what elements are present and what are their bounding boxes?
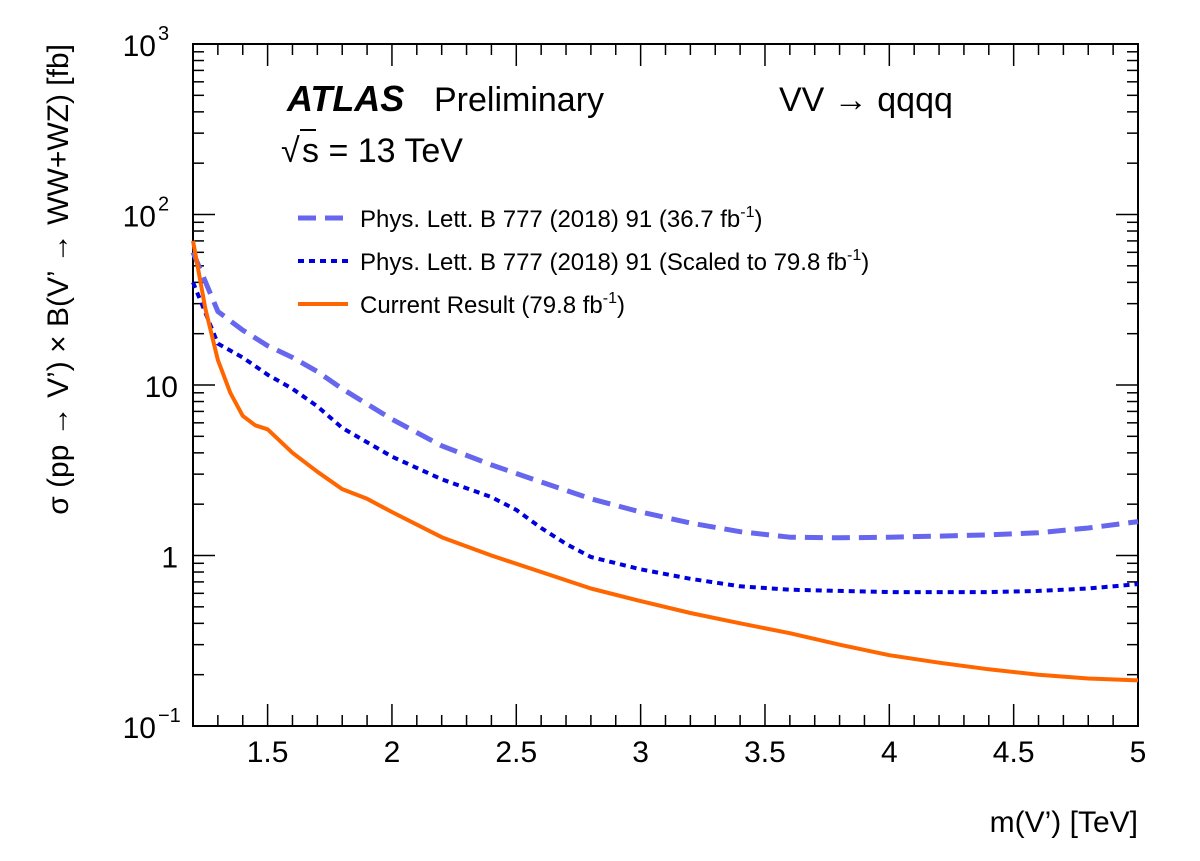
y-tick-exponent: 2: [158, 194, 169, 216]
y-tick-label: 10 2: [123, 194, 170, 234]
y-tick-label: 10: [145, 371, 178, 404]
legend-label-3: Current Result (79.8 fb-1): [360, 290, 625, 319]
y-tick-base: 10: [123, 201, 156, 234]
preliminary-label: Preliminary: [434, 81, 604, 119]
y-tick-exponent: −1: [158, 705, 181, 727]
series-line-2: [191, 281, 1139, 595]
x-tick-label: 1.5: [247, 736, 289, 769]
x-tick-label: 2: [384, 736, 401, 769]
y-tick-base: 10: [123, 712, 156, 745]
series-line-3: [191, 240, 1139, 683]
atlas-label: ATLAS Preliminary: [286, 78, 604, 119]
x-tick-label: 3.5: [744, 736, 786, 769]
legend: Phys. Lett. B 777 (2018) 91 (36.7 fb-1) P…: [298, 204, 869, 319]
y-tick-label: 10 −1: [123, 705, 181, 745]
x-tick-label: 4: [881, 736, 898, 769]
x-tick-label: 4.5: [993, 736, 1035, 769]
y-tick-base: 10: [123, 30, 156, 63]
x-tick-label: 5: [1130, 736, 1147, 769]
y-tick-label: 1: [161, 542, 178, 575]
sqrt-symbol: √: [281, 132, 300, 170]
data-series: [190, 240, 1139, 683]
energy-text: s = 13 TeV: [302, 132, 463, 170]
legend-label-2: Phys. Lett. B 777 (2018) 91 (Scaled to 7…: [360, 247, 869, 276]
y-tick-label: 10 3: [123, 23, 170, 63]
series-line-1: [190, 251, 1139, 541]
y-axis-title: σ (pp → V’) × B(V’ → WW+WZ) [fb]: [42, 44, 75, 515]
atlas-experiment-label: ATLAS: [286, 78, 404, 119]
axis-ticks: [192, 43, 1139, 727]
y-tick-exponent: 3: [158, 23, 169, 45]
process-label: VV → qqqq: [779, 81, 953, 119]
energy-label: √ s = 13 TeV: [281, 129, 463, 170]
x-tick-label: 3: [632, 736, 649, 769]
legend-label-1: Phys. Lett. B 777 (2018) 91 (36.7 fb-1): [360, 204, 762, 233]
x-axis-title: m(V’) [TeV]: [990, 806, 1138, 839]
x-tick-label: 2.5: [495, 736, 537, 769]
x-tick-labels: 1.5 2 2.5 3 3.5 4 4.5 5: [247, 736, 1147, 769]
